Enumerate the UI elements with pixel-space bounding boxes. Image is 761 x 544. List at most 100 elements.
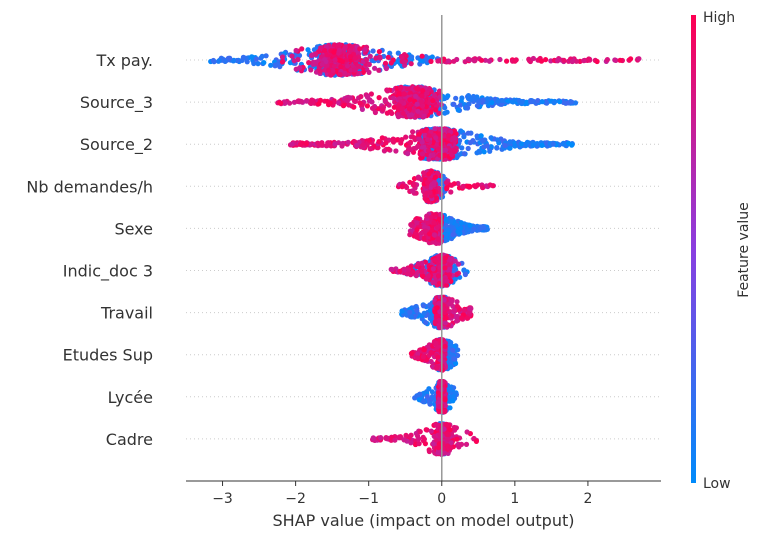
shap-point	[446, 58, 451, 63]
shap-point	[338, 64, 343, 69]
shap-point	[407, 106, 412, 111]
shap-point	[298, 142, 303, 147]
shap-point	[391, 139, 396, 144]
shap-point	[466, 131, 471, 136]
shap-point	[408, 140, 413, 145]
shap-point	[507, 146, 512, 151]
shap-point	[442, 265, 447, 270]
shap-point	[456, 107, 461, 112]
shap-point	[409, 112, 414, 117]
shap-point	[346, 140, 351, 145]
shap-point	[380, 135, 385, 140]
shap-point	[398, 85, 403, 90]
shap-point	[362, 47, 367, 52]
shap-point	[409, 314, 414, 319]
shap-point	[377, 49, 382, 54]
feature-points	[409, 337, 461, 373]
shap-point	[405, 151, 410, 156]
shap-point	[261, 60, 266, 65]
shap-point	[433, 319, 438, 324]
shap-point	[415, 102, 420, 107]
shap-point	[436, 146, 441, 151]
shap-point	[353, 99, 358, 104]
shap-point	[464, 105, 469, 110]
shap-point	[459, 220, 464, 225]
shap-point	[494, 145, 499, 150]
shap-point	[463, 272, 468, 277]
shap-point	[519, 100, 524, 105]
shap-point	[370, 106, 375, 111]
shap-point	[461, 134, 466, 139]
shap-point	[411, 183, 416, 188]
shap-point	[479, 133, 484, 138]
shap-point	[444, 233, 449, 238]
shap-point	[435, 225, 440, 230]
shap-point	[368, 146, 373, 151]
shap-point	[309, 53, 314, 58]
shap-point	[351, 105, 356, 110]
shap-point	[510, 99, 515, 104]
shap-point	[445, 110, 450, 115]
shap-point	[365, 103, 370, 108]
shap-point	[249, 54, 254, 59]
shap-point	[333, 58, 338, 63]
shap-point	[447, 272, 452, 277]
shap-point	[432, 232, 437, 237]
shap-point	[514, 57, 519, 62]
shap-point	[519, 141, 524, 146]
shap-point	[636, 56, 641, 61]
shap-point	[389, 60, 394, 65]
shap-point	[342, 71, 347, 76]
shap-point	[403, 135, 408, 140]
shap-point	[450, 232, 455, 237]
shap-point	[277, 100, 282, 105]
shap-point	[325, 140, 330, 145]
shap-point	[479, 225, 484, 230]
shap-point	[325, 99, 330, 104]
shap-point	[316, 101, 321, 106]
shap-point	[566, 141, 571, 146]
shap-point	[435, 58, 440, 63]
shap-point	[407, 310, 412, 315]
shap-point	[432, 126, 437, 131]
shap-point	[420, 54, 425, 59]
shap-point	[459, 316, 464, 321]
shap-point	[436, 273, 441, 278]
shap-point	[415, 87, 420, 92]
shap-point	[341, 103, 346, 108]
shap-point	[277, 64, 282, 69]
shap-point	[535, 98, 540, 103]
shap-point	[397, 91, 402, 96]
shap-point	[377, 95, 382, 100]
shap-point	[557, 99, 562, 104]
feature-points	[288, 126, 575, 162]
shap-point	[431, 220, 436, 225]
shap-point	[437, 301, 442, 306]
shap-point	[424, 198, 429, 203]
shap-point	[555, 58, 560, 63]
shap-point	[440, 354, 445, 359]
shap-point	[449, 219, 454, 224]
shap-point	[320, 62, 325, 67]
shap-point	[454, 299, 459, 304]
shap-point	[409, 54, 414, 59]
shap-point	[414, 308, 419, 313]
shap-point	[425, 137, 430, 142]
shap-point	[348, 54, 353, 59]
shap-point	[386, 55, 391, 60]
shap-point	[385, 88, 390, 93]
shap-point	[424, 276, 429, 281]
shap-point	[361, 142, 366, 147]
shap-point	[348, 48, 353, 53]
shap-point	[415, 109, 420, 114]
shap-point	[551, 142, 556, 147]
shap-point	[618, 58, 623, 63]
shap-point	[364, 57, 369, 62]
shap-point	[528, 99, 533, 104]
shap-point	[431, 153, 436, 158]
shap-point	[420, 88, 425, 93]
shap-point	[289, 54, 294, 59]
feature-points	[407, 211, 490, 246]
shap-point	[561, 58, 566, 63]
